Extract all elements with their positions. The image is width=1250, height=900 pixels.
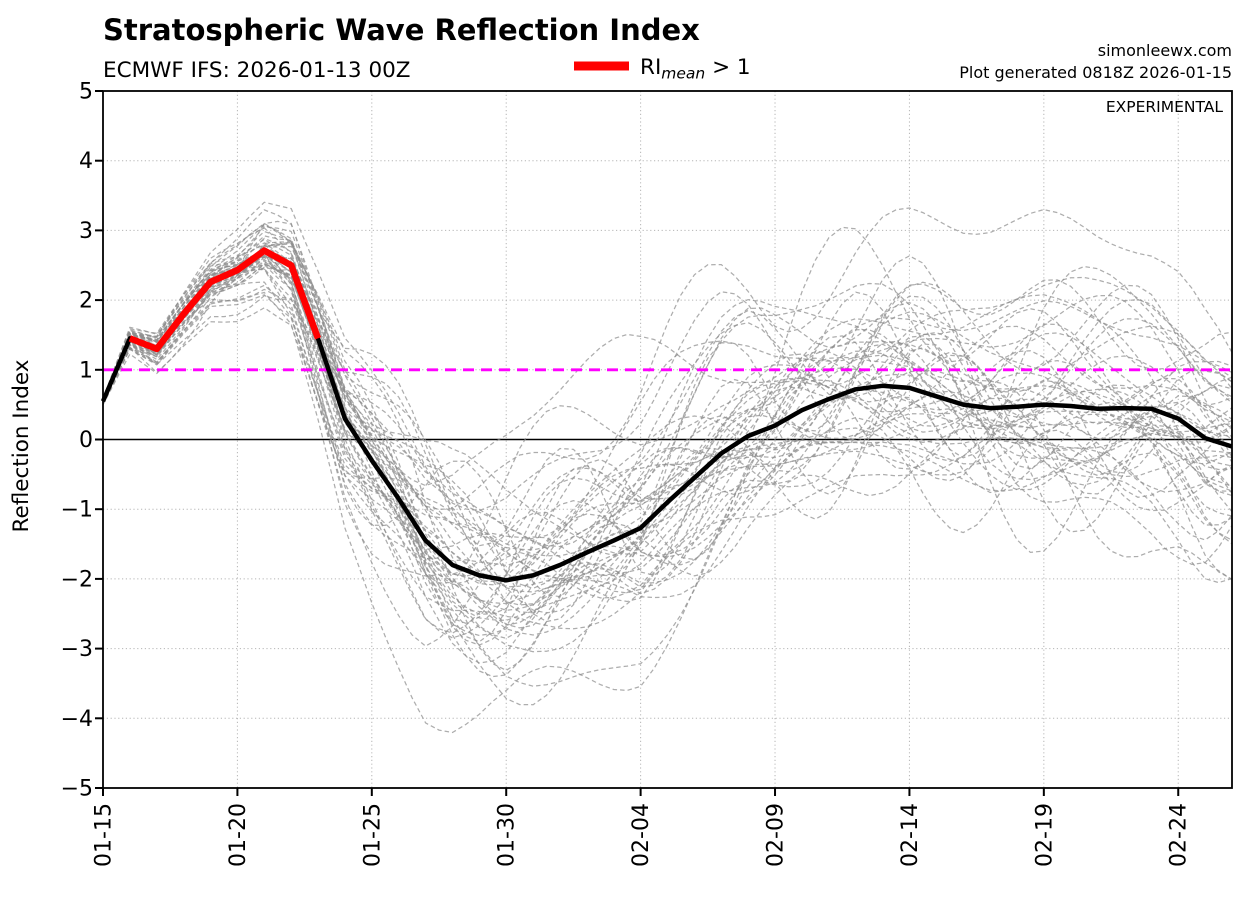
y-tick-label: 5 (79, 80, 93, 105)
y-tick-label: −4 (61, 707, 93, 732)
ensemble-member-line (103, 249, 1232, 605)
y-tick-label: −5 (61, 777, 93, 802)
ensemble-member-line (103, 265, 1232, 615)
ensemble-member-line (103, 266, 1232, 593)
ensemble-member-line (103, 258, 1232, 584)
x-tick-label: 02-14 (898, 803, 923, 867)
ensemble-member-line (103, 253, 1232, 687)
ensemble-member-line (103, 238, 1232, 576)
ensemble-member-line (103, 268, 1232, 578)
axes-spines-and-ticks (95, 90, 1233, 796)
ensemble-member-line (103, 291, 1232, 734)
y-tick-label: −3 (61, 637, 93, 662)
ensemble-member-line (103, 284, 1232, 567)
ensemble-member-line (103, 260, 1232, 606)
generation-timestamp: Plot generated 0818Z 2026-01-15 (959, 63, 1232, 82)
y-tick-label: 4 (79, 149, 93, 174)
x-tick-label: 01-15 (92, 803, 117, 867)
ensemble-mean-line (100, 248, 1233, 583)
ensemble-member-line (103, 241, 1232, 636)
y-tick-label: −2 (61, 567, 93, 592)
experimental-watermark: EXPERIMENTAL (1106, 98, 1224, 116)
ensemble-member-line (103, 256, 1232, 586)
ensemble-member-line (103, 242, 1232, 664)
ensemble-member-line (103, 237, 1232, 626)
x-tick-label: 01-20 (226, 803, 251, 867)
mean-above-threshold-line (128, 247, 322, 353)
legend: RImean > 1 (574, 55, 751, 83)
y-axis-label: Reflection Index (9, 359, 34, 532)
ensemble-member-line (103, 256, 1232, 637)
tick-labels: 5 4 3 2 1 0 −1 −2 −3 −4 −501-15 01-20 01-25 01-30 02-0… (61, 80, 1192, 867)
y-tick-label: −1 (61, 498, 93, 523)
ensemble-member-line (103, 256, 1232, 643)
ensemble-member-line (103, 245, 1232, 706)
x-tick-label: 01-25 (360, 803, 385, 867)
x-tick-label: 02-09 (764, 803, 789, 867)
ensemble-member-lines (103, 201, 1232, 734)
ensemble-member-line (103, 262, 1232, 603)
ensemble-member-line (103, 227, 1232, 630)
ensemble-member-line (103, 250, 1232, 634)
page-title: Stratospheric Wave Reflection Index (103, 13, 700, 47)
y-tick-label: 0 (79, 428, 93, 453)
ensemble-member-line (103, 262, 1232, 646)
ensemble-member-line (103, 235, 1232, 624)
ensemble-member-line (103, 250, 1232, 629)
ensemble-member-line (103, 225, 1232, 550)
x-tick-label: 02-24 (1167, 803, 1192, 867)
ensemble-member-line (103, 242, 1232, 672)
ensemble-member-line (103, 222, 1232, 580)
ensemble-member-line (103, 253, 1232, 598)
ensemble-member-line (103, 263, 1232, 612)
x-tick-label: 01-30 (495, 803, 520, 867)
ensemble-member-line (103, 230, 1232, 614)
ensemble-member-line (103, 252, 1232, 622)
ensemble-member-line (103, 209, 1232, 623)
y-tick-label: 2 (79, 289, 93, 314)
legend-label: RImean > 1 (640, 55, 751, 83)
ensemble-member-line (103, 241, 1232, 599)
ensemble-member-line (103, 263, 1232, 678)
ensemble-member-line (103, 226, 1232, 647)
ensemble-member-line (103, 294, 1232, 557)
ensemble-member-line (103, 268, 1232, 653)
ensemble-member-line (103, 250, 1232, 639)
mean-line (100, 248, 1233, 583)
ensemble-member-line (103, 201, 1232, 526)
ensemble-member-line (103, 295, 1232, 580)
ensemble-member-line (103, 248, 1232, 594)
credit-url: simonleewx.com (1098, 41, 1232, 60)
y-tick-label: 1 (79, 358, 93, 383)
x-tick-label: 02-04 (629, 803, 654, 867)
x-tick-label: 02-19 (1032, 803, 1057, 867)
mean-above-1-highlight-line (128, 247, 322, 353)
y-tick-label: 3 (79, 219, 93, 244)
chart-subtitle-init-time: ECMWF IFS: 2026-01-13 00Z (103, 58, 411, 83)
